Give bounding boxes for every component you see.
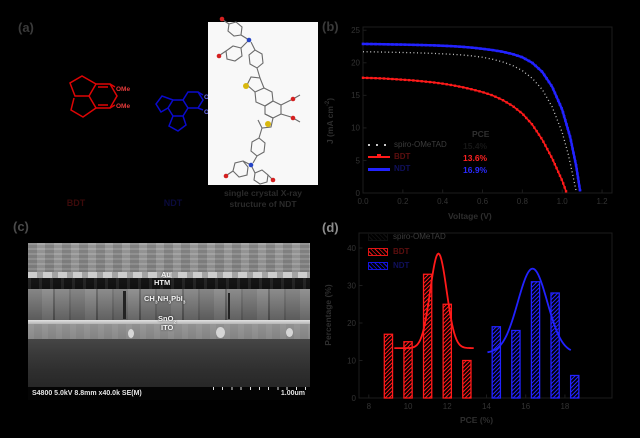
sem-htm-layer xyxy=(28,278,310,289)
spiro-dotted-marker xyxy=(368,144,390,146)
legend-label-spiro: spiro-OMeTAD xyxy=(394,140,447,149)
sem-metadata-text: S4800 5.0kV 8.8mm x40.0k SE(M) xyxy=(32,390,142,397)
svg-text:5: 5 xyxy=(356,156,361,165)
hist-x-axis-label: PCE (%) xyxy=(460,415,494,425)
sno2-part: 2 xyxy=(173,320,177,326)
svg-text:20: 20 xyxy=(347,319,356,328)
pce-value-bdt: 13.6% xyxy=(463,153,488,163)
svg-text:0.8: 0.8 xyxy=(517,197,529,206)
pvk-part: NH xyxy=(157,294,169,303)
svg-text:1.2: 1.2 xyxy=(596,197,608,206)
jv-ylabel-sup: -2 xyxy=(325,100,332,107)
svg-text:0.2: 0.2 xyxy=(397,197,409,206)
sem-label-au: Au xyxy=(161,270,171,279)
sem-bright-particle xyxy=(216,327,225,338)
ndt-molecule-drawing xyxy=(155,91,204,132)
jv-x-axis-label: Voltage (V) xyxy=(448,211,492,221)
svg-text:10: 10 xyxy=(347,356,356,365)
svg-text:14: 14 xyxy=(482,402,491,411)
bdt-molecule-drawing xyxy=(69,75,118,118)
xray-structure-image xyxy=(208,22,318,185)
svg-text:40: 40 xyxy=(347,244,356,253)
hist-legend-label-ndt: NDT xyxy=(393,261,410,270)
svg-text:18: 18 xyxy=(560,402,569,411)
svg-text:20: 20 xyxy=(351,59,360,68)
ndt-line-marker xyxy=(368,168,390,171)
svg-text:0: 0 xyxy=(356,189,361,198)
panel-b-label: (b) xyxy=(322,19,339,34)
pvk-part: 3 xyxy=(182,300,186,306)
xray-caption-line1: single crystal X-ray xyxy=(224,188,302,198)
legend-label-bdt: BDT xyxy=(394,152,411,161)
bdt-line-marker xyxy=(368,154,390,158)
sem-label-ito: ITO xyxy=(161,323,174,332)
sem-scale-label: 1.00um xyxy=(280,390,305,397)
sem-sno2-layer xyxy=(28,320,310,324)
svg-text:10: 10 xyxy=(351,124,360,133)
pce-column-header: PCE xyxy=(472,129,490,139)
hist-y-axis-label: Percentage (%) xyxy=(323,284,333,346)
svg-text:12: 12 xyxy=(443,402,452,411)
jv-ylabel-pre: J (mA cm xyxy=(325,106,335,145)
grain-boundary xyxy=(228,293,230,319)
ndt-name-label: NDT xyxy=(163,198,183,208)
sem-label-perovskite: CH3NH3PbI3 xyxy=(144,294,185,306)
hist-legend-label-spiro: spiro-OMeTAD xyxy=(393,232,446,241)
sem-bright-particle xyxy=(286,328,293,337)
sno2-part: SnO xyxy=(158,314,174,323)
svg-text:8: 8 xyxy=(367,402,372,411)
sem-scale-ticks xyxy=(213,387,306,390)
sem-label-htm: HTM xyxy=(154,278,171,287)
jv-y-axis-label: J (mA cm-2) xyxy=(325,98,335,144)
sem-ito-layer xyxy=(28,324,310,339)
pce-value-spiro: 15.4% xyxy=(463,141,488,151)
hist-legend-label-bdt: BDT xyxy=(393,247,410,256)
spiro-hatch-swatch xyxy=(368,233,388,241)
xray-heteroatoms xyxy=(216,16,296,183)
svg-text:16: 16 xyxy=(521,402,530,411)
panel-a-label: (a) xyxy=(18,20,34,35)
panel-c-label: (c) xyxy=(13,219,29,234)
svg-text:0.4: 0.4 xyxy=(437,197,449,206)
svg-text:0: 0 xyxy=(352,394,357,403)
sem-perovskite-layer xyxy=(28,289,310,320)
grain-boundary xyxy=(123,291,126,319)
svg-text:15: 15 xyxy=(351,91,360,100)
histogram-chart: 8 10 12 14 16 18 0 10 20 30 40 xyxy=(347,232,613,411)
legend-label-ndt: NDT xyxy=(394,164,411,173)
jv-chart: 0.0 0.2 0.4 0.6 0.8 1.0 1.2 0 5 10 15 20 25 xyxy=(351,26,613,206)
svg-text:1.0: 1.0 xyxy=(557,197,569,206)
sem-background-region xyxy=(28,243,310,272)
sem-label-sno2: SnO2 xyxy=(158,314,176,326)
xray-molecule-drawing xyxy=(216,16,301,185)
pvk-part: PbI xyxy=(171,294,183,303)
svg-text:0.0: 0.0 xyxy=(357,197,369,206)
bdt-ome-label-1: OMe xyxy=(116,86,130,93)
jv-ylabel-post: ) xyxy=(325,97,335,101)
panel-b-jv-curves: (b) 0.0 0.2 0.4 0.6 0.8 1.0 1.2 0 5 10 15 20 25 J (m… xyxy=(320,0,640,221)
ndt-hatch-swatch xyxy=(368,262,388,270)
pvk-part: 3 xyxy=(168,300,172,306)
sem-bright-particle xyxy=(128,329,134,338)
pvk-part: CH xyxy=(144,294,155,303)
sem-substrate-region xyxy=(28,339,310,387)
svg-text:10: 10 xyxy=(404,402,413,411)
svg-text:30: 30 xyxy=(347,281,356,290)
svg-text:0.6: 0.6 xyxy=(477,197,489,206)
bdt-ome-label-2: OMe xyxy=(116,103,130,110)
xray-caption-line2: structure of NDT xyxy=(229,199,297,209)
bdt-name-label: BDT xyxy=(66,198,86,208)
pvk-part: 3 xyxy=(154,300,158,306)
panel-c-sem-cross-section: (c) Au HTM CH3NH3PbI3 SnO2 ITO xyxy=(0,219,320,438)
svg-text:25: 25 xyxy=(351,26,360,35)
sem-status-bar xyxy=(28,387,310,400)
panel-a-molecular-structures: (a) OMe OMe OMe OMe xyxy=(0,0,320,219)
panel-d-pce-histogram: (d) 8 10 12 14 16 18 0 10 20 30 40 Percentage (%) … xyxy=(320,219,640,438)
sem-au-layer xyxy=(28,272,310,278)
pce-value-ndt: 16.9% xyxy=(463,165,488,175)
bdt-hatch-swatch xyxy=(368,248,388,256)
sem-image: Au HTM CH3NH3PbI3 SnO2 ITO S4800 5.0kV 8… xyxy=(28,243,310,400)
panel-d-label: (d) xyxy=(322,220,339,235)
